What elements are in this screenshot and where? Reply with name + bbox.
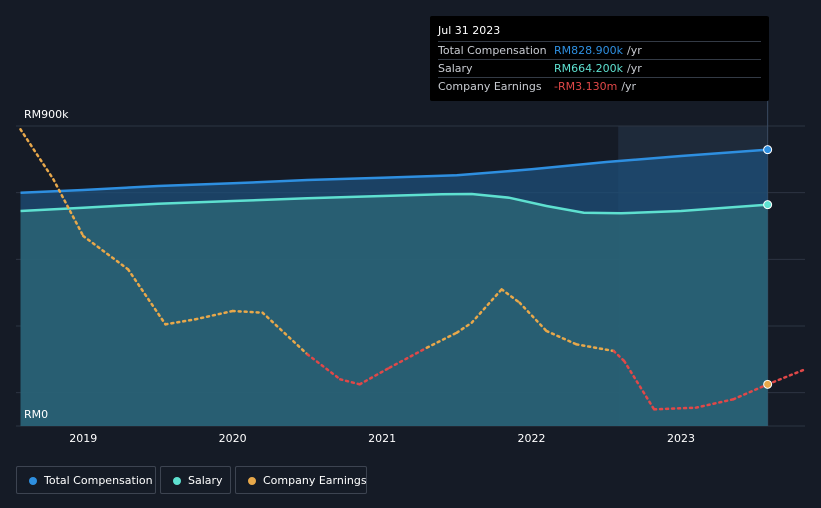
earnings-segment: [52, 178, 85, 238]
tooltip-value: -RM3.130m/yr: [554, 80, 637, 93]
earnings-segment: [425, 331, 459, 349]
legend-dot-icon: [173, 477, 181, 485]
earnings-segment: [766, 368, 807, 386]
salary-line: [20, 192, 768, 215]
legend-dot-icon: [248, 477, 256, 485]
earnings-marker: [763, 379, 773, 389]
tooltip-value: RM664.200k/yr: [554, 62, 642, 75]
earnings-segment: [19, 128, 55, 181]
earnings-segment: [500, 288, 521, 304]
x-tick-label: 2022: [518, 432, 546, 445]
earnings-segment: [575, 343, 615, 353]
earnings-segment: [732, 383, 769, 401]
legend-item-company-earnings[interactable]: Company Earnings: [235, 466, 367, 494]
legend-item-salary[interactable]: Salary: [160, 466, 231, 494]
earnings-segment: [231, 309, 264, 314]
tooltip-label: Salary: [438, 62, 473, 75]
earnings-segment: [164, 318, 197, 326]
x-tick-label: 2021: [368, 432, 396, 445]
earnings-segment: [455, 321, 474, 334]
tooltip-date: Jul 31 2023: [438, 24, 501, 37]
earnings-segment: [388, 346, 429, 369]
earnings-segment: [126, 268, 167, 326]
earnings-segment: [518, 301, 548, 333]
tooltip-value: RM828.900k/yr: [554, 44, 642, 57]
tooltip: Jul 31 2023 Total Compensation RM828.900…: [430, 16, 769, 101]
tooltip-label: Total Compensation: [438, 44, 547, 57]
earnings-segment: [358, 366, 391, 386]
total-compensation-marker: [763, 145, 773, 155]
earnings-segment: [194, 309, 234, 321]
tooltip-label: Company Earnings: [438, 80, 542, 93]
tooltip-row-company-earnings: Company Earnings -RM3.130m/yr: [438, 77, 761, 96]
legend-label: Salary: [188, 474, 223, 487]
y-axis-max-label: RM900k: [24, 108, 69, 121]
earnings-segment: [694, 398, 735, 409]
total-compensation-line: [20, 148, 768, 194]
tooltip-row-total-compensation: Total Compensation RM828.900k/yr: [438, 41, 761, 60]
legend-item-total-compensation[interactable]: Total Compensation: [16, 466, 156, 494]
earnings-segment: [306, 353, 342, 381]
earnings-segment: [470, 288, 503, 324]
salary-area: [20, 194, 768, 426]
legend-dot-icon: [29, 477, 37, 485]
earnings-segment: [622, 359, 656, 411]
legend-label: Company Earnings: [263, 474, 367, 487]
x-tick-label: 2023: [667, 432, 695, 445]
earnings-segment: [652, 406, 698, 411]
y-axis-min-label: RM0: [24, 408, 48, 421]
x-tick-label: 2019: [69, 432, 97, 445]
x-tick-label: 2020: [219, 432, 247, 445]
salary-marker: [763, 200, 773, 210]
earnings-segment: [261, 311, 309, 356]
legend-label: Total Compensation: [44, 474, 153, 487]
tooltip-row-salary: Salary RM664.200k/yr: [438, 59, 761, 78]
earnings-segment: [545, 329, 578, 346]
earnings-segment: [612, 349, 626, 363]
